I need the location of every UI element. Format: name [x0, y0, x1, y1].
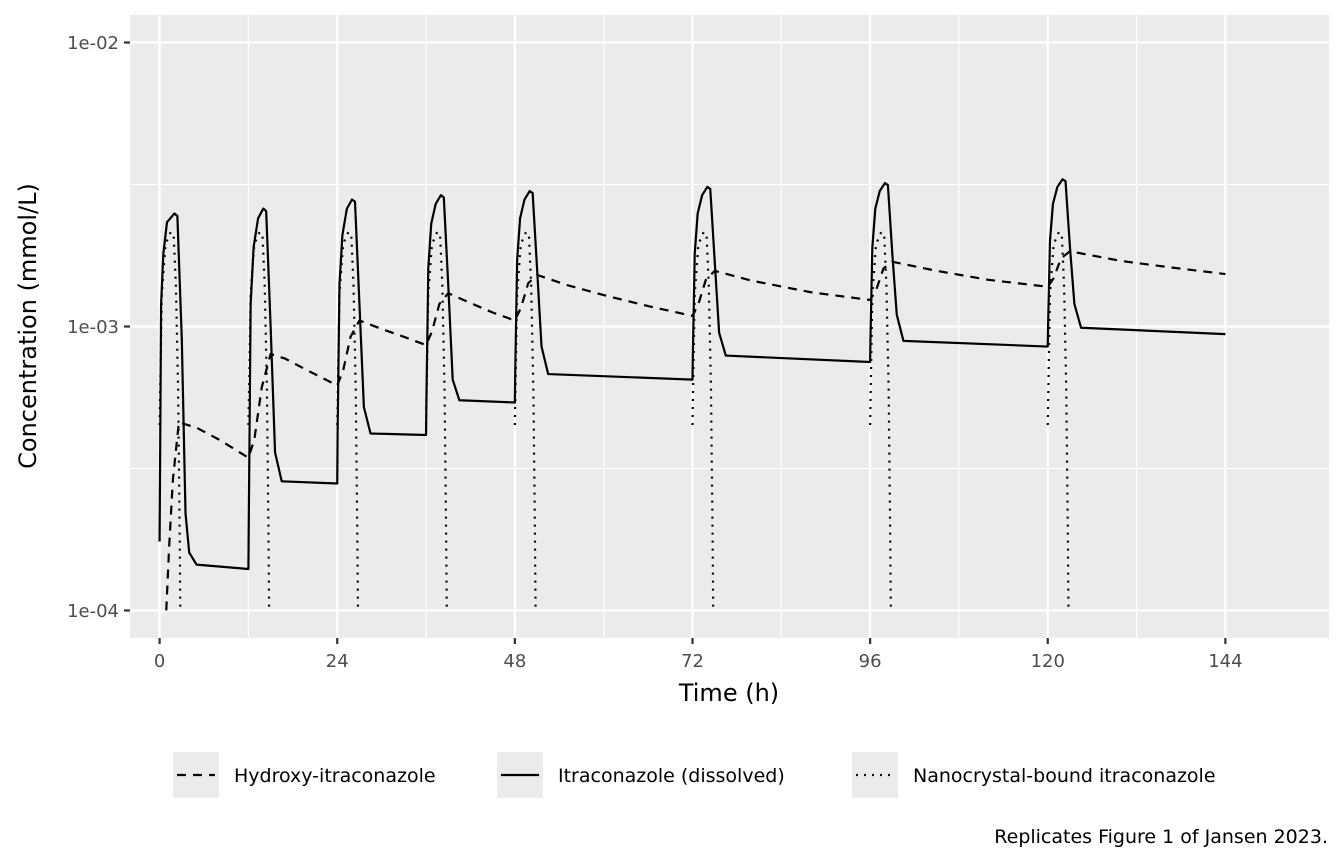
y-tick-label: 1e-02	[67, 33, 119, 54]
x-tick-label: 96	[859, 651, 882, 672]
x-tick-label: 48	[503, 651, 526, 672]
legend-key-nanocrystal-bound-itraconazole	[852, 752, 898, 798]
x-tick-label: 144	[1208, 651, 1242, 672]
tick-labels: 0 24 48 72 96 120 144 1e-04 1e-03 1e-02	[67, 33, 1242, 672]
x-tick-label: 24	[326, 651, 349, 672]
x-tick-label: 72	[681, 651, 704, 672]
legend-label-hydroxy-itraconazole: Hydroxy-itraconazole	[234, 765, 436, 787]
axis-ticks	[124, 41, 1227, 644]
caption: Replicates Figure 1 of Jansen 2023.	[994, 826, 1328, 848]
series-line-hydroxy-itraconazole	[165, 250, 1226, 611]
series-layer	[158, 178, 1226, 611]
x-tick-label: 120	[1031, 651, 1065, 672]
legend-label-nanocrystal-bound-itraconazole: Nanocrystal-bound itraconazole	[913, 765, 1216, 787]
legend: Hydroxy-itraconazole Itraconazole (disso…	[173, 752, 1216, 798]
legend-item-hydroxy-itraconazole: Hydroxy-itraconazole	[173, 752, 436, 798]
y-tick-label: 1e-03	[67, 317, 119, 338]
x-tick-label: 0	[154, 651, 165, 672]
legend-item-itraconazole-dissolved: Itraconazole (dissolved)	[497, 752, 785, 798]
legend-label-itraconazole-dissolved: Itraconazole (dissolved)	[558, 765, 785, 787]
legend-item-nanocrystal-bound-itraconazole: Nanocrystal-bound itraconazole	[852, 752, 1216, 798]
y-tick-label: 1e-04	[67, 601, 119, 622]
y-axis-title: Concentration (mmol/L)	[14, 183, 42, 469]
x-axis-title: Time (h)	[678, 679, 779, 707]
series-line-itraconazole-dissolved	[158, 178, 1226, 571]
